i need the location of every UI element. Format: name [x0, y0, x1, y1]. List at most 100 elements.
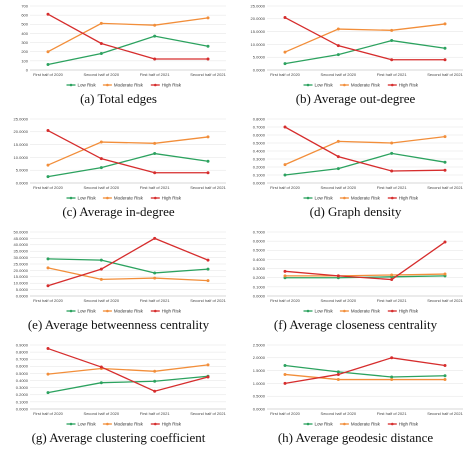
- data-point-low-risk: [206, 44, 210, 48]
- data-point-high-risk: [336, 274, 340, 278]
- y-tick-label: 0.3000: [253, 266, 266, 271]
- y-tick-label: 45.0000: [14, 236, 29, 241]
- x-tick-label: Second half of 2020: [321, 298, 357, 303]
- series-line-low-risk: [284, 39, 446, 65]
- legend-label-low-risk: Low Risk: [315, 422, 334, 427]
- y-tick-label: 1.5000: [253, 368, 266, 373]
- data-point-high-risk: [206, 375, 210, 379]
- y-tick-label: 0.7000: [253, 124, 266, 129]
- legend-label-moderate-risk: Moderate Risk: [114, 309, 144, 314]
- chart-panel-e: 0.0000 5.0000 10.0000 15.0000 20.0000 25.0000…: [0, 226, 237, 339]
- x-tick-label: First half of 2021: [377, 298, 408, 303]
- data-point-high-risk: [99, 267, 103, 271]
- data-point-moderate-risk: [153, 141, 157, 145]
- legend-marker-moderate-risk: [343, 309, 346, 313]
- y-tick-label: 0.5000: [253, 248, 266, 253]
- data-point-moderate-risk: [390, 378, 394, 382]
- legend-label-high-risk: High Risk: [162, 196, 182, 201]
- data-point-low-risk: [46, 175, 50, 179]
- y-tick-label: 0.5000: [16, 371, 29, 376]
- x-tick-label: First half of 2020: [270, 72, 301, 77]
- series-line-moderate-risk: [47, 364, 209, 375]
- data-point-low-risk: [336, 370, 340, 374]
- y-tick-label: 2.0000: [253, 355, 266, 360]
- data-point-low-risk: [99, 52, 103, 56]
- data-point-low-risk: [206, 159, 210, 163]
- data-point-low-risk: [443, 46, 447, 50]
- x-tick-label: Second half of 2021: [190, 185, 226, 190]
- data-point-high-risk: [390, 278, 394, 282]
- x-tick-label: First half of 2021: [140, 411, 171, 416]
- y-tick-label: 0.7000: [253, 229, 266, 234]
- series-line-low-risk: [47, 35, 209, 66]
- data-point-high-risk: [46, 284, 50, 288]
- chart-a-caption: (a) Total edges: [80, 91, 157, 106]
- x-tick-label: First half of 2021: [377, 72, 408, 77]
- y-tick-label: 10.0000: [14, 281, 29, 286]
- y-tick-label: 0.2000: [253, 164, 266, 169]
- y-tick-label: 20.0000: [251, 16, 266, 21]
- x-tick-label: Second half of 2021: [190, 72, 226, 77]
- data-point-high-risk: [153, 57, 157, 61]
- legend-marker-high-risk: [154, 422, 157, 426]
- data-point-low-risk: [46, 63, 50, 67]
- chart-h-caption: (h) Average geodesic distance: [277, 430, 434, 445]
- data-point-high-risk: [99, 365, 103, 369]
- legend-marker-moderate-risk: [343, 422, 346, 426]
- data-point-high-risk: [336, 44, 340, 48]
- data-point-high-risk: [283, 125, 287, 129]
- y-tick-label: 0.2000: [253, 275, 266, 280]
- series-line-moderate-risk: [47, 17, 209, 53]
- y-tick-label: 400: [21, 31, 28, 36]
- series-line-moderate-risk: [284, 373, 445, 381]
- series-line-high-risk: [284, 357, 446, 385]
- y-tick-label: 0.3000: [16, 385, 29, 390]
- data-point-high-risk: [390, 356, 394, 360]
- data-point-low-risk: [336, 53, 340, 57]
- chart-panel-g: 0.0000 0.1000 0.2000 0.3000 0.4000 0.5000 0.60…: [0, 339, 237, 452]
- data-point-moderate-risk: [283, 50, 287, 54]
- y-tick-label: 20.0000: [14, 129, 29, 134]
- y-tick-label: 30.0000: [14, 255, 29, 260]
- series-line-low-risk: [47, 375, 209, 394]
- chart-c-plot: 0.0000 5.0000 10.0000 15.0000 20.0000 25.0000…: [14, 116, 227, 201]
- y-tick-label: 0.1000: [253, 284, 266, 289]
- series-line-high-risk: [284, 241, 446, 281]
- data-point-high-risk: [99, 41, 103, 45]
- chart-a-plot: 0 100 200 300 400 500 600 700 First half of 2020…: [21, 3, 226, 87]
- legend-label-high-risk: High Risk: [399, 422, 419, 427]
- legend-label-low-risk: Low Risk: [78, 309, 97, 314]
- chart-panel-h: 0.0000 0.5000 1.0000 1.5000 2.0000 2.5000 Firs…: [237, 339, 474, 452]
- data-point-moderate-risk: [336, 27, 340, 31]
- y-tick-label: 0.0000: [16, 180, 29, 185]
- data-point-high-risk: [283, 16, 287, 20]
- y-tick-label: 35.0000: [14, 249, 29, 254]
- data-point-moderate-risk: [153, 369, 157, 373]
- y-tick-label: 25.0000: [14, 116, 29, 121]
- data-point-high-risk: [336, 155, 340, 159]
- chart-b-plot: 0.0000 5.0000 10.0000 15.0000 20.0000 25.0000…: [251, 3, 464, 87]
- x-tick-label: Second half of 2020: [84, 72, 120, 77]
- data-point-high-risk: [283, 381, 287, 385]
- data-point-moderate-risk: [283, 372, 287, 376]
- y-tick-label: 0.8000: [16, 350, 29, 355]
- data-point-moderate-risk: [153, 276, 157, 280]
- data-point-low-risk: [443, 374, 447, 378]
- y-tick-label: 200: [21, 49, 28, 54]
- y-tick-label: 10.0000: [14, 155, 29, 160]
- y-tick-label: 2.5000: [253, 342, 266, 347]
- y-tick-label: 0.4000: [16, 378, 29, 383]
- data-point-low-risk: [390, 151, 394, 155]
- data-point-low-risk: [153, 379, 157, 383]
- y-tick-label: 25.0000: [14, 261, 29, 266]
- legend-marker-low-risk: [306, 422, 310, 426]
- series-line-low-risk: [47, 258, 209, 274]
- data-point-high-risk: [46, 129, 50, 133]
- series-line-high-risk: [47, 13, 208, 60]
- chart-b-caption: (b) Average out-degree: [295, 91, 416, 106]
- legend-marker-moderate-risk: [106, 422, 109, 426]
- legend-label-moderate-risk: Moderate Risk: [351, 422, 381, 427]
- x-tick-label: First half of 2020: [270, 298, 301, 303]
- y-tick-label: 0.0000: [253, 67, 266, 72]
